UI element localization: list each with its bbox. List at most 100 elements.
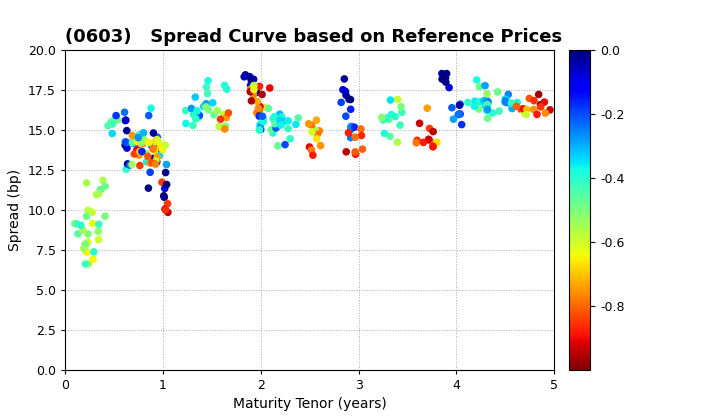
Point — [203, 106, 215, 113]
Point — [134, 148, 145, 155]
Point — [384, 133, 396, 140]
Point — [79, 241, 91, 248]
Point — [215, 116, 226, 123]
Point — [535, 101, 546, 108]
Point — [518, 108, 530, 115]
Point — [279, 118, 290, 125]
Point — [440, 79, 451, 86]
Point — [119, 109, 130, 116]
Point — [251, 89, 263, 96]
Point — [102, 122, 114, 129]
Point — [528, 97, 540, 104]
Point — [471, 76, 482, 83]
Point — [93, 190, 104, 197]
Point — [279, 141, 291, 148]
Point — [390, 113, 401, 120]
Point — [200, 100, 212, 107]
Point — [72, 231, 84, 237]
Point — [253, 83, 265, 90]
Point — [535, 104, 546, 110]
Point — [518, 106, 529, 113]
Point — [356, 146, 368, 152]
Point — [469, 103, 480, 110]
Point — [454, 110, 465, 117]
Point — [150, 158, 161, 165]
Text: (0603)   Spread Curve based on Reference Prices: (0603) Spread Curve based on Reference P… — [65, 28, 562, 46]
Point — [539, 99, 550, 105]
Point — [338, 76, 350, 82]
Point — [83, 260, 94, 267]
Point — [500, 99, 511, 106]
Point — [159, 206, 171, 213]
Point — [480, 82, 491, 89]
Point — [107, 130, 118, 137]
Point — [444, 84, 455, 91]
Point — [448, 116, 459, 123]
Point — [161, 161, 172, 168]
Point — [248, 92, 259, 98]
Point — [142, 153, 153, 160]
Point — [340, 88, 351, 95]
Point — [502, 99, 513, 106]
Point — [254, 121, 266, 128]
Point — [441, 70, 452, 77]
Point — [87, 256, 99, 262]
Point — [95, 186, 107, 193]
Point — [145, 142, 157, 149]
Point — [311, 135, 323, 142]
Point — [245, 82, 256, 89]
Point — [153, 145, 164, 152]
Point — [240, 71, 251, 78]
Point — [346, 123, 357, 130]
Point — [128, 140, 140, 147]
Point — [343, 129, 354, 136]
Point — [482, 115, 493, 122]
Point — [121, 145, 132, 152]
Point — [421, 105, 433, 112]
Point — [132, 147, 144, 154]
Point — [482, 106, 493, 113]
Point — [314, 128, 325, 134]
Point — [212, 107, 223, 114]
Point — [423, 136, 434, 143]
Point — [253, 105, 264, 112]
Point — [411, 137, 423, 144]
Point — [480, 102, 491, 109]
Point — [246, 97, 257, 104]
Point — [395, 103, 407, 110]
Point — [110, 112, 122, 119]
Point — [345, 134, 356, 141]
Point — [521, 106, 533, 113]
Point — [82, 239, 94, 246]
Point — [120, 166, 132, 173]
Point — [153, 138, 164, 144]
Point — [462, 99, 474, 106]
Point — [428, 128, 439, 135]
Point — [127, 139, 138, 146]
Point — [516, 106, 527, 113]
Point — [312, 131, 323, 138]
Point — [82, 231, 94, 237]
Point — [141, 158, 153, 165]
Point — [436, 70, 448, 77]
Point — [109, 116, 120, 123]
Point — [345, 96, 356, 103]
Point — [157, 146, 168, 153]
Point — [82, 207, 94, 214]
Point — [264, 85, 276, 92]
Point — [350, 151, 361, 158]
Point — [160, 142, 171, 148]
Point — [160, 169, 171, 176]
Y-axis label: Spread (bp): Spread (bp) — [9, 169, 22, 251]
Point — [306, 147, 318, 153]
Point — [93, 236, 104, 243]
Point — [440, 75, 451, 81]
Point — [159, 185, 171, 192]
Point — [140, 150, 152, 157]
Point — [120, 139, 131, 145]
Point — [307, 152, 319, 159]
Point — [510, 103, 522, 110]
Point — [80, 242, 91, 249]
Point — [523, 95, 535, 102]
Point — [201, 84, 212, 90]
